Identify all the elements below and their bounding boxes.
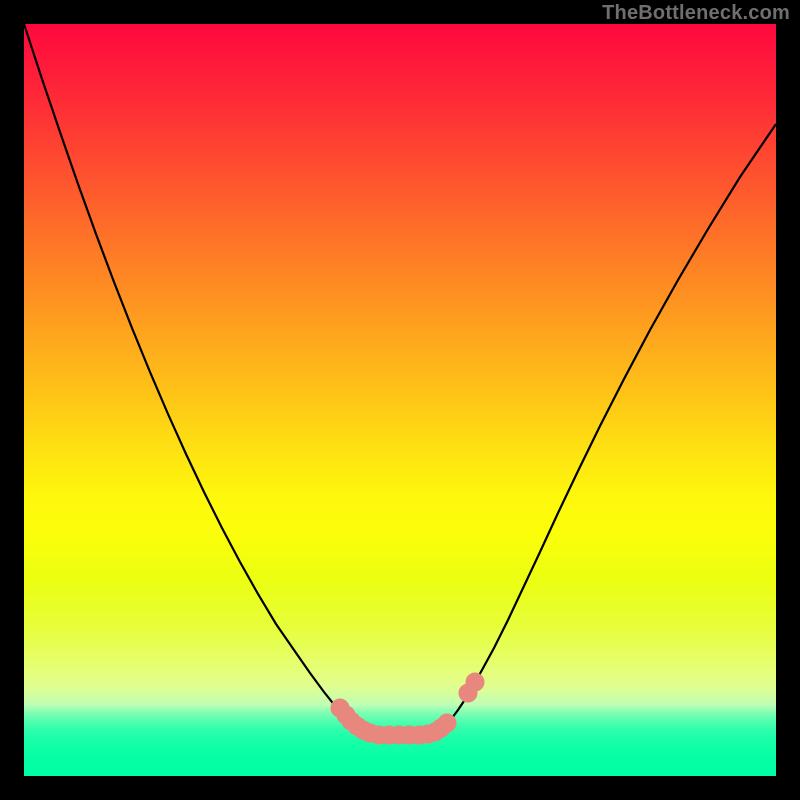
data-marker <box>438 714 456 732</box>
outer-frame: TheBottleneck.com <box>0 0 800 800</box>
marker-group <box>331 673 484 744</box>
data-marker <box>466 673 484 691</box>
watermark-text: TheBottleneck.com <box>602 2 790 25</box>
plot-area <box>24 24 776 776</box>
chart-overlay <box>24 24 776 776</box>
bottleneck-curve <box>24 24 776 735</box>
